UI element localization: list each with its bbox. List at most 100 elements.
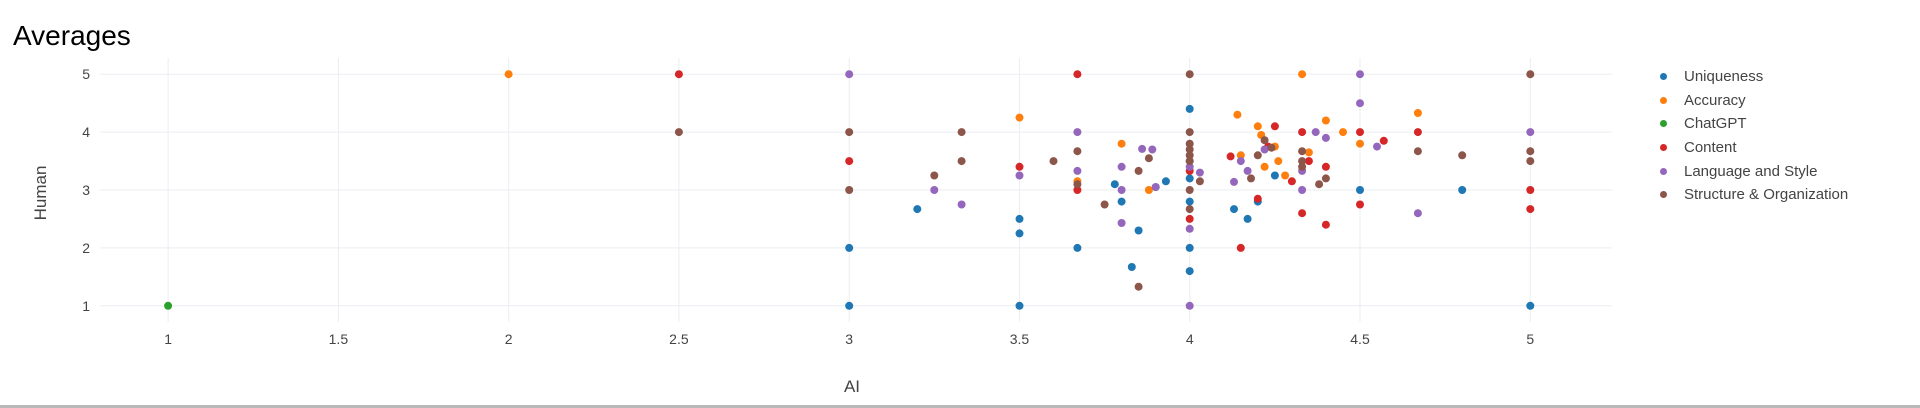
data-point-language-and-style[interactable] [1356,70,1364,79]
data-point-structure-organization[interactable] [1134,166,1143,175]
data-point-structure-organization[interactable] [1267,143,1276,152]
data-point-structure-organization[interactable] [1526,147,1535,156]
data-point-language-and-style[interactable] [1373,142,1381,151]
data-point-structure-organization[interactable] [957,128,966,137]
data-point-content[interactable] [1287,177,1296,186]
data-point-structure-organization[interactable] [1134,282,1143,291]
data-point-uniqueness[interactable] [1185,174,1194,183]
data-point-content[interactable] [1185,214,1194,223]
data-point-uniqueness[interactable] [1270,171,1279,180]
data-point-structure-organization[interactable] [1100,200,1109,209]
data-point-structure-organization[interactable] [1260,136,1269,145]
data-point-content[interactable] [674,70,683,79]
data-point-structure-organization[interactable] [1073,180,1082,189]
data-point-language-and-style[interactable] [1230,177,1238,186]
data-point-uniqueness[interactable] [1243,214,1252,223]
data-point-accuracy[interactable] [1339,128,1347,137]
data-point-language-and-style[interactable] [1138,144,1147,153]
data-point-structure-organization[interactable] [1321,174,1330,183]
data-point-content[interactable] [1304,157,1313,166]
data-point-language-and-style[interactable] [1243,166,1252,175]
data-point-language-and-style[interactable] [1073,128,1082,137]
data-point-language-and-style[interactable] [930,186,939,194]
data-point-language-and-style[interactable] [1151,183,1160,192]
data-point-accuracy[interactable] [1274,157,1283,166]
data-point-uniqueness[interactable] [913,205,922,214]
data-point-language-and-style[interactable] [1117,219,1126,227]
data-point-structure-organization[interactable] [1185,186,1194,194]
data-point-uniqueness[interactable] [1185,104,1194,113]
legend-item-chatgpt[interactable]: ChatGPT [1657,112,1848,136]
data-point-structure-organization[interactable] [1526,157,1535,166]
data-point-language-and-style[interactable] [1356,99,1364,108]
data-point-content[interactable] [1073,70,1082,79]
data-point-structure-organization[interactable] [1298,157,1307,166]
data-point-structure-organization[interactable] [1185,157,1194,166]
data-point-language-and-style[interactable] [1321,133,1330,142]
data-point-content[interactable] [1298,128,1307,137]
data-point-accuracy[interactable] [1281,171,1290,180]
data-point-structure-organization[interactable] [845,128,854,137]
data-point-language-and-style[interactable] [1185,301,1194,310]
data-point-accuracy[interactable] [1356,139,1364,148]
data-point-structure-organization[interactable] [1073,147,1082,156]
data-point-accuracy[interactable] [1233,110,1242,119]
data-point-structure-organization[interactable] [1185,128,1194,137]
data-point-uniqueness[interactable] [1073,243,1082,252]
data-point-structure-organization[interactable] [1049,157,1058,166]
legend-item-content[interactable]: Content [1657,136,1848,160]
data-point-accuracy[interactable] [1253,122,1262,131]
data-point-uniqueness[interactable] [1185,243,1194,252]
data-point-chatgpt[interactable] [164,301,173,310]
data-point-content[interactable] [1015,162,1024,171]
data-point-language-and-style[interactable] [1298,186,1307,194]
data-point-accuracy[interactable] [1260,162,1269,171]
data-point-structure-organization[interactable] [845,186,854,194]
data-point-content[interactable] [1321,220,1330,229]
data-point-structure-organization[interactable] [1315,180,1324,189]
data-point-structure-organization[interactable] [1185,139,1194,148]
data-point-structure-organization[interactable] [1185,151,1194,160]
data-point-language-and-style[interactable] [1185,224,1194,233]
data-point-content[interactable] [1356,128,1364,137]
data-point-content[interactable] [1526,186,1535,194]
data-point-uniqueness[interactable] [1185,267,1194,276]
data-point-language-and-style[interactable] [1260,145,1269,154]
series-content[interactable] [674,70,1535,252]
data-point-language-and-style[interactable] [1311,128,1320,137]
data-point-accuracy[interactable] [1298,70,1307,79]
data-point-content[interactable] [1253,194,1262,203]
data-point-language-and-style[interactable] [1148,145,1157,154]
data-point-language-and-style[interactable] [1195,168,1204,177]
legend-item-uniqueness[interactable]: Uniqueness [1657,65,1848,89]
data-point-accuracy[interactable] [1413,109,1422,117]
data-point-content[interactable] [1356,200,1364,209]
data-point-structure-organization[interactable] [1247,174,1255,183]
legend-item-structure-organization[interactable]: Structure & Organization [1657,183,1848,207]
data-point-content[interactable] [845,157,854,166]
data-point-content[interactable] [1379,136,1388,145]
data-point-structure-organization[interactable] [1253,151,1262,160]
data-point-uniqueness[interactable] [1356,186,1364,194]
data-point-language-and-style[interactable] [1185,162,1194,171]
data-point-content[interactable] [1413,128,1422,137]
series-accuracy[interactable] [504,70,1422,194]
data-point-content[interactable] [1321,162,1330,171]
data-point-language-and-style[interactable] [1526,128,1535,137]
data-point-content[interactable] [1526,205,1535,214]
data-point-uniqueness[interactable] [1185,197,1194,206]
data-point-structure-organization[interactable] [1413,147,1422,156]
data-point-content[interactable] [1226,152,1235,161]
data-point-language-and-style[interactable] [1073,166,1082,175]
data-point-uniqueness[interactable] [1458,186,1467,194]
data-point-structure-organization[interactable] [1185,145,1194,154]
data-point-uniqueness[interactable] [845,243,854,252]
series-structure-organization[interactable] [674,70,1535,291]
data-point-structure-organization[interactable] [1185,205,1194,214]
data-point-uniqueness[interactable] [1015,229,1024,238]
data-point-content[interactable] [1073,186,1082,194]
data-point-structure-organization[interactable] [1458,151,1467,160]
data-point-uniqueness[interactable] [1134,226,1143,235]
data-point-language-and-style[interactable] [845,70,854,79]
data-point-content[interactable] [1236,243,1245,252]
